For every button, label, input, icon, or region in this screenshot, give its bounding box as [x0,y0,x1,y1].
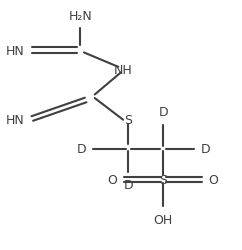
Text: HN: HN [6,114,25,127]
Text: D: D [159,106,168,119]
Text: S: S [124,114,132,127]
Text: HN: HN [6,44,25,57]
Text: D: D [77,142,86,156]
Text: H₂N: H₂N [68,10,92,23]
Text: OH: OH [154,213,173,226]
Text: D: D [200,142,210,156]
Text: S: S [159,174,167,186]
Text: O: O [107,174,117,186]
Text: O: O [208,174,218,186]
Text: NH: NH [114,64,133,76]
Text: D: D [124,178,133,191]
